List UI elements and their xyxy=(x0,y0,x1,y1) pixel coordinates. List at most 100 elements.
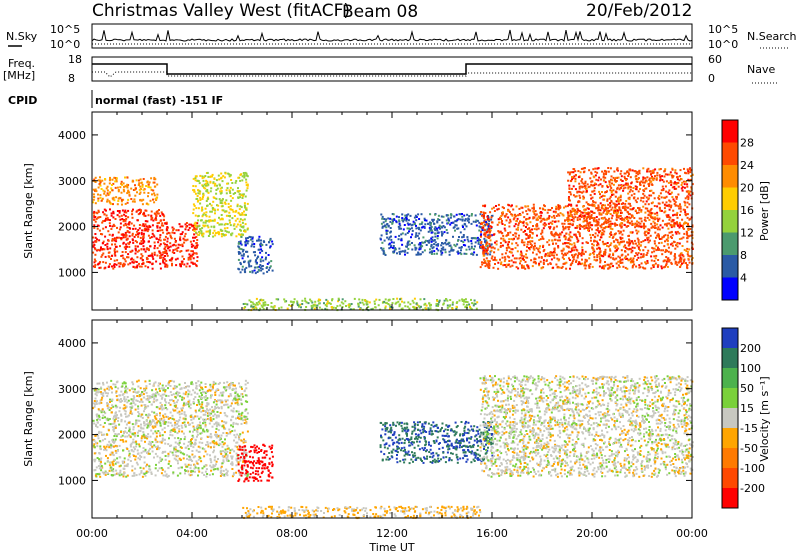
power-cell xyxy=(509,265,512,268)
power-cell xyxy=(622,189,625,192)
power-cell xyxy=(130,250,133,253)
noise-trace xyxy=(91,29,693,45)
power-cell xyxy=(316,304,319,307)
velocity-cell xyxy=(217,383,220,385)
power-cell xyxy=(253,245,256,248)
power-cell xyxy=(319,299,322,302)
power-cell xyxy=(652,247,655,250)
power-cell xyxy=(674,262,677,265)
power-cell xyxy=(648,218,651,221)
power-cell xyxy=(499,217,501,220)
power-cell xyxy=(423,298,426,301)
power-cell xyxy=(408,307,411,310)
power-cell xyxy=(622,229,625,232)
power-cell xyxy=(197,214,200,217)
power-cell xyxy=(642,249,645,252)
power-cell xyxy=(140,199,143,202)
power-cell xyxy=(174,258,177,261)
power-cell xyxy=(521,266,524,269)
velocity-cell xyxy=(161,408,164,411)
power-cell xyxy=(144,214,147,217)
velocity-cell xyxy=(123,409,126,412)
power-cell xyxy=(105,194,108,197)
power-cell xyxy=(555,233,558,236)
power-cell xyxy=(644,267,647,270)
power-cell xyxy=(179,250,182,253)
power-cell xyxy=(673,241,676,244)
velocity-cell xyxy=(172,430,175,432)
power-cell xyxy=(245,239,248,242)
velocity-cell xyxy=(212,383,215,386)
power-cell xyxy=(104,255,107,258)
power-cell xyxy=(462,241,465,244)
power-cell xyxy=(413,297,416,300)
power-cell xyxy=(503,260,506,263)
power-cell xyxy=(586,213,589,216)
power-cell xyxy=(139,191,142,194)
power-cell xyxy=(614,246,617,249)
power-cell xyxy=(462,235,465,238)
power-cell xyxy=(430,226,433,228)
power-cell xyxy=(142,261,145,264)
power-cell xyxy=(472,253,475,256)
power-cell xyxy=(551,222,554,225)
power-cell xyxy=(116,226,118,229)
power-cell xyxy=(245,250,247,253)
power-cell xyxy=(613,211,616,214)
velocity-cell xyxy=(237,395,240,398)
power-cell xyxy=(165,221,168,224)
power-cell xyxy=(627,259,630,262)
power-cell xyxy=(136,250,139,253)
power-cell xyxy=(177,243,180,246)
power-cell xyxy=(391,218,394,221)
power-cell xyxy=(510,259,513,262)
power-cell xyxy=(117,189,120,191)
power-cell xyxy=(237,176,240,179)
power-cell xyxy=(626,171,629,173)
power-cell xyxy=(292,301,295,304)
power-cell xyxy=(662,266,665,269)
power-cell xyxy=(549,252,552,255)
power-cell xyxy=(567,216,570,219)
power-cell xyxy=(413,307,416,310)
velocity-cell xyxy=(179,446,182,449)
power-cell xyxy=(595,219,598,222)
power-cell xyxy=(195,231,197,234)
power-cell xyxy=(198,225,201,228)
power-cell xyxy=(650,222,653,225)
power-cell xyxy=(441,232,444,235)
power-cell xyxy=(540,232,543,235)
power-cell xyxy=(246,187,249,190)
power-cell xyxy=(451,301,454,304)
power-cell xyxy=(109,176,111,179)
power-cell xyxy=(161,229,164,232)
power-cell xyxy=(224,201,226,204)
power-cell xyxy=(612,176,615,179)
power-cell xyxy=(665,238,668,241)
power-cell xyxy=(689,217,692,220)
power-cell xyxy=(183,235,186,238)
velocity-cell xyxy=(173,402,176,404)
power-cell xyxy=(647,228,650,231)
power-cell xyxy=(112,203,114,206)
power-cell xyxy=(406,222,409,225)
power-cell xyxy=(623,224,626,226)
power-cell xyxy=(639,188,641,190)
power-cell xyxy=(650,259,653,262)
power-cell xyxy=(409,303,412,306)
power-cell xyxy=(526,213,529,216)
power-cell xyxy=(679,207,682,210)
velocity-cell xyxy=(105,454,107,457)
power-cell xyxy=(528,234,531,237)
power-cell xyxy=(485,244,488,247)
power-cell xyxy=(473,302,476,305)
power-cell xyxy=(122,188,125,191)
power-cell xyxy=(149,186,152,189)
power-cell xyxy=(236,217,239,220)
power-cell xyxy=(483,232,486,235)
power-cell xyxy=(253,308,255,310)
power-cell xyxy=(553,233,556,236)
power-cell xyxy=(106,247,109,250)
power-cell xyxy=(611,194,613,196)
power-cell xyxy=(559,206,562,209)
